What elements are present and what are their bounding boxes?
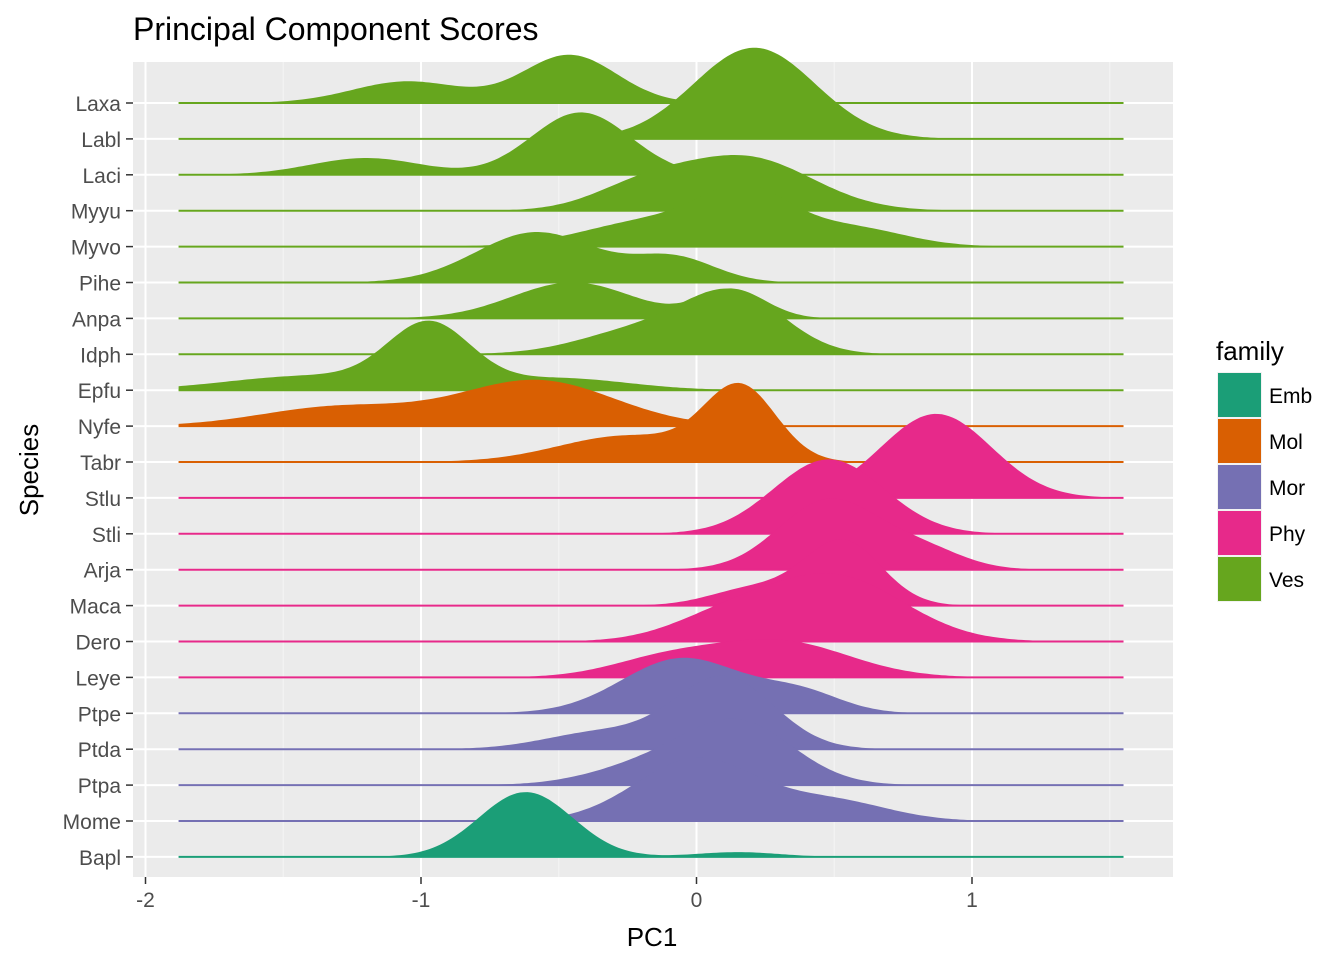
ridge-area [178,112,1124,175]
y-tick-label: Bapl [79,847,121,870]
ridge-area [178,232,1124,283]
ridge-bapl [178,792,1124,858]
y-tick-label: Tabr [80,452,121,475]
legend-key-ves [1218,557,1261,601]
y-tick-label: Anpa [72,308,121,331]
y-tick-label: Stli [92,524,121,547]
legend-label: Mol [1269,431,1303,454]
x-tick-label: -1 [412,889,431,912]
y-tick-label: Ptpa [78,775,122,798]
legend-key-phy [1218,511,1261,555]
ridge-myyu [178,155,1124,212]
chart-title: Principal Component Scores [133,11,539,47]
legend-label: Phy [1269,523,1306,546]
ridge-area [178,183,1124,247]
y-tick-label: Laci [82,165,121,188]
ridge-labl [178,47,1124,140]
ridge-area [178,459,1124,534]
legend-label: Emb [1269,385,1312,408]
ridges [178,47,1124,858]
ridge-area [178,320,1124,391]
y-tick-label: Laxa [75,93,121,116]
ridge-area [178,382,1124,462]
ridge-area [178,47,1124,139]
legend: family Emb Mol Mor Phy Ves [1216,336,1312,602]
y-tick-label: Idph [80,344,121,367]
ridge-arja [178,498,1124,571]
ridge-area [178,282,1124,319]
legend-key-mol [1218,419,1261,463]
ridge-stlu [178,413,1124,499]
y-tick-label: Dero [75,632,121,655]
ridge-myvo [178,183,1124,248]
x-tick-label: -2 [136,889,155,912]
ridge-area [178,54,1124,103]
x-tick-label: 1 [966,889,978,912]
y-tick-label: Arja [84,560,122,583]
x-tick-label: 0 [691,889,703,912]
ridge-area [178,718,1124,786]
ridge-area [178,288,1124,355]
y-tick-label: Myvo [71,237,121,260]
y-tick-label: Stlu [85,488,121,511]
ridge-area [178,675,1124,750]
x-axis: -2 -1 0 1 [136,877,978,912]
y-tick-label: Leye [75,667,121,690]
ridge-idph [178,288,1124,356]
ridge-ptpe [178,657,1124,715]
ridge-area [178,413,1124,498]
y-axis: Laxa Labl Laci Myyu Myvo Pihe Anpa Idph Epfu Nyfe… [63,93,133,870]
y-tick-label: Pihe [79,273,121,296]
y-tick-label: Epfu [78,380,121,403]
ridge-mome [178,757,1124,822]
ridge-area [178,657,1124,714]
legend-label: Ves [1269,569,1304,592]
ridge-area [178,539,1124,606]
y-tick-label: Nyfe [78,416,121,439]
ridge-area [178,757,1124,821]
ridge-dero [178,573,1124,643]
y-tick-label: Labl [81,129,121,152]
ridge-area [178,155,1124,211]
ridge-area [178,639,1124,678]
ridge-area [178,379,1124,427]
y-tick-label: Ptda [78,739,122,762]
ridge-stli [178,459,1124,535]
legend-key-emb [1218,373,1261,417]
y-tick-label: Maca [70,596,122,619]
y-tick-label: Ptpe [78,703,121,726]
ridge-area [178,498,1124,570]
ridge-epfu [178,320,1124,392]
ridge-laxa [178,54,1124,104]
y-axis-title: Species [14,424,44,517]
x-axis-title: PC1 [627,922,678,952]
legend-label: Mor [1269,477,1305,500]
legend-key-mor [1218,465,1261,509]
legend-title: family [1216,336,1284,366]
y-tick-label: Myyu [71,201,121,224]
ridge-area [178,573,1124,642]
ridge-pihe [178,232,1124,284]
y-tick-label: Mome [63,811,121,834]
ridge-maca [178,539,1124,607]
ridge-ptda [178,675,1124,751]
